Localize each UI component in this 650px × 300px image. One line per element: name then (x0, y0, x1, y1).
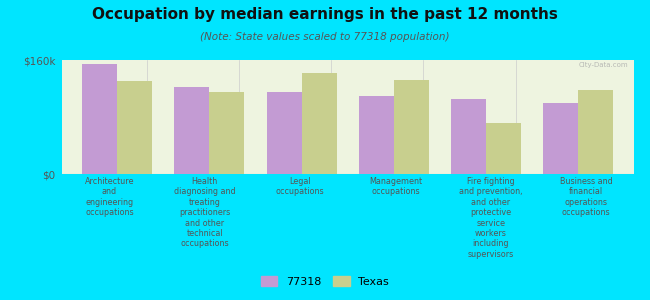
Bar (302, 73, 337, 174)
Bar (359, 96, 394, 174)
Bar (451, 99, 486, 174)
Text: Legal
occupations: Legal occupations (276, 177, 324, 197)
Text: Business and
financial
operations
occupations: Business and financial operations occupa… (560, 177, 612, 217)
Text: City-Data.com: City-Data.com (578, 62, 628, 68)
Bar (174, 87, 209, 174)
Bar (266, 92, 302, 174)
Legend: 77318, Texas: 77318, Texas (256, 272, 394, 291)
Bar (394, 80, 429, 174)
Bar (82, 64, 117, 174)
Bar (209, 92, 244, 174)
Bar (578, 90, 614, 174)
Text: Management
occupations: Management occupations (369, 177, 422, 197)
Text: Occupation by median earnings in the past 12 months: Occupation by median earnings in the pas… (92, 8, 558, 22)
Text: Health
diagnosing and
treating
practitioners
and other
technical
occupations: Health diagnosing and treating practitio… (174, 177, 235, 248)
Text: (Note: State values scaled to 77318 population): (Note: State values scaled to 77318 popu… (200, 32, 450, 41)
Text: Fire fighting
and prevention,
and other
protective
service
workers
including
sup: Fire fighting and prevention, and other … (459, 177, 523, 259)
Bar (117, 81, 152, 174)
Text: Architecture
and
engineering
occupations: Architecture and engineering occupations (84, 177, 134, 217)
Bar (486, 123, 521, 174)
Bar (543, 103, 578, 174)
